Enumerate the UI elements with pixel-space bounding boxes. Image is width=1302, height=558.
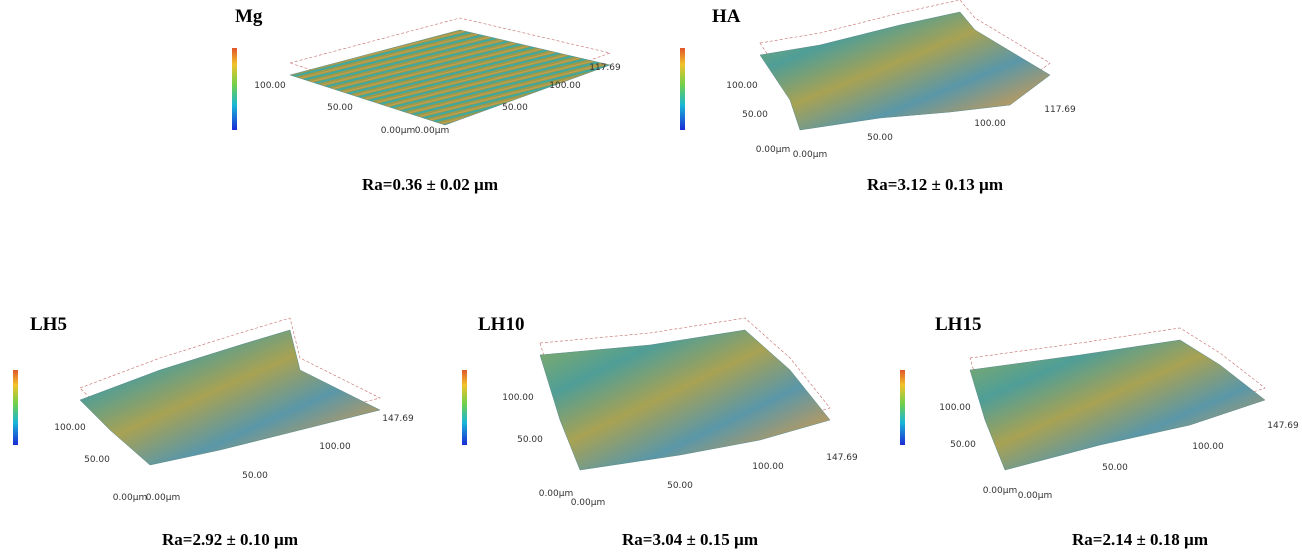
colorbar xyxy=(462,370,467,445)
surface xyxy=(760,12,1050,130)
axis-label: 0.00µm xyxy=(146,493,181,503)
roughness: Ra=3.12 ± 0.13 µm xyxy=(867,175,1003,194)
colorbar xyxy=(13,370,18,445)
axis-label: 0.00µm xyxy=(113,493,148,503)
axis-label: 50.00 xyxy=(242,471,268,481)
axis-label: 50.00 xyxy=(950,440,976,450)
axis-label: 147.69 xyxy=(1267,421,1299,431)
roughness: Ra=2.14 ± 0.18 µm xyxy=(1072,530,1208,549)
axis-label: 147.69 xyxy=(382,414,414,424)
panel-title: HA xyxy=(712,6,741,27)
axis-label: 50.00 xyxy=(742,110,768,120)
axis-label: 0.00µm xyxy=(793,150,828,160)
axis-label: 100.00 xyxy=(319,442,351,452)
axis-label: 100.00 xyxy=(1192,442,1224,452)
axis-label: 50.00 xyxy=(502,103,528,113)
axis-label: 0.00µm xyxy=(1018,491,1053,501)
axis-label: 50.00 xyxy=(867,133,893,143)
panel-title: LH15 xyxy=(935,314,981,335)
axis-label: 50.00 xyxy=(1102,463,1128,473)
colorbar xyxy=(232,48,237,130)
axis-label: 100.00 xyxy=(752,462,784,472)
axis-label: 50.00 xyxy=(84,455,110,465)
axis-label: 100.00 xyxy=(939,403,971,413)
axis-label: 0.00µm xyxy=(756,145,791,155)
axis-label: 100.00 xyxy=(54,423,86,433)
figure: Mg100.0050.000.00µm0.00µm50.00100.00117.… xyxy=(0,0,1302,558)
surface xyxy=(540,330,830,470)
axis-label: 50.00 xyxy=(667,481,693,491)
panel-title: LH10 xyxy=(478,314,524,335)
axis-label: 0.00µm xyxy=(539,489,574,499)
colorbar xyxy=(900,370,905,445)
panel-title: Mg xyxy=(235,6,263,27)
axis-label: 50.00 xyxy=(327,103,353,113)
axis-label: 100.00 xyxy=(974,119,1006,129)
axis-label: 100.00 xyxy=(502,393,534,403)
axis-label: 50.00 xyxy=(517,435,543,445)
axis-label: 0.00µm xyxy=(983,486,1018,496)
axis-label: 100.00 xyxy=(254,81,286,91)
roughness: Ra=2.92 ± 0.10 µm xyxy=(162,530,298,549)
axis-label: 0.00µm xyxy=(381,126,416,136)
panel-title: LH5 xyxy=(30,314,67,335)
axis-label: 147.69 xyxy=(826,453,858,463)
axis-label: 117.69 xyxy=(1044,105,1076,115)
axis-label: 100.00 xyxy=(549,81,581,91)
colorbar xyxy=(680,48,685,130)
axis-label: 100.00 xyxy=(726,81,758,91)
roughness: Ra=0.36 ± 0.02 µm xyxy=(362,175,498,194)
axis-label: 0.00µm xyxy=(415,126,450,136)
axis-label: 117.69 xyxy=(589,63,621,73)
roughness: Ra=3.04 ± 0.15 µm xyxy=(622,530,758,549)
axis-label: 0.00µm xyxy=(571,498,606,508)
